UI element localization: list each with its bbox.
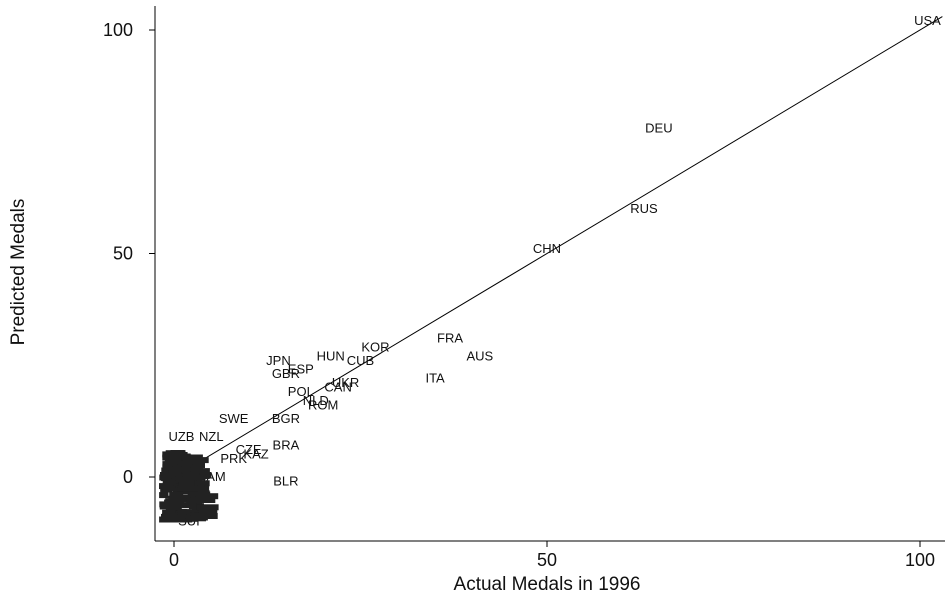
data-point-label: POL (288, 384, 314, 399)
cluster-mark (164, 460, 178, 466)
cluster-mark (164, 475, 186, 482)
data-point-label: FRA (437, 330, 463, 345)
data-point-label: BLR (273, 473, 298, 488)
cluster-mark (169, 491, 184, 498)
y-tick-label: 100 (103, 20, 133, 40)
fit-line-group (166, 16, 943, 482)
y-axis-title: Predicted Medals (8, 199, 29, 346)
data-point-label: CZE (236, 442, 262, 457)
data-point-label: NLD (303, 393, 329, 408)
cluster-mark (177, 460, 193, 467)
cluster-mark (197, 490, 207, 497)
data-point-label: ROM (308, 397, 338, 412)
cluster-mark (189, 503, 204, 510)
cluster-mark (164, 499, 184, 506)
cluster-mark (177, 485, 198, 492)
cluster-mark (189, 454, 203, 461)
cluster-mark (162, 454, 173, 461)
fit-line (166, 16, 943, 482)
data-point-label: AUS (466, 348, 493, 363)
data-point-label: DEU (645, 120, 672, 135)
data-point-label: NZL (199, 429, 224, 444)
data-point-label: RUS (630, 201, 658, 216)
cluster-mark (187, 502, 197, 509)
cluster-mark (170, 450, 185, 456)
cluster-mark (193, 480, 203, 486)
cluster-mark (172, 516, 193, 523)
cluster-mark (168, 453, 182, 460)
cluster-mark (162, 464, 173, 471)
cluster-mark (162, 485, 174, 492)
data-point-label: PRK (220, 451, 247, 466)
cluster-mark (192, 462, 205, 469)
data-point-label: CAN (324, 380, 351, 395)
cluster-mark (159, 492, 169, 499)
cluster-mark (194, 468, 204, 474)
cluster-mark (159, 516, 176, 523)
origin-point-cluster (159, 450, 219, 523)
data-point-label: BRA (273, 438, 300, 453)
data-point-label: UKR (332, 375, 359, 390)
x-tick-label: 50 (537, 550, 557, 570)
x-tick-label: 0 (169, 550, 179, 570)
data-point-label: UZB (168, 429, 194, 444)
data-point-label: HUN (317, 348, 345, 363)
cluster-mark (168, 470, 182, 477)
data-point-label: SWE (219, 411, 249, 426)
axes: 0 50 100 0 50 100 (103, 6, 945, 570)
cluster-mark (178, 480, 195, 487)
cluster-mark (176, 455, 199, 462)
y-tick-label: 0 (123, 467, 133, 487)
data-point-label: KOR (361, 339, 389, 354)
cluster-mark (177, 508, 187, 515)
data-point-label: GBR (272, 366, 300, 381)
data-point-label: JPN (266, 353, 291, 368)
cluster-mark (165, 504, 182, 511)
cluster-mark (182, 473, 200, 480)
cluster-mark (198, 507, 218, 514)
cluster-mark (185, 515, 206, 522)
cluster-mark (162, 480, 176, 487)
data-point-label: ITA (425, 371, 445, 386)
data-point-label: CUB (347, 353, 374, 368)
cluster-mark (168, 466, 191, 473)
x-tick-label: 100 (905, 550, 935, 570)
cluster-mark (165, 512, 183, 519)
data-point-label: CHN (533, 241, 561, 256)
cluster-mark (181, 494, 195, 501)
data-point-label: KAZ (243, 447, 268, 462)
x-axis-title: Actual Medals in 1996 (454, 574, 641, 595)
data-point-label: USA (914, 13, 941, 28)
y-tick-label: 50 (113, 244, 133, 264)
data-point-label: BGR (272, 411, 300, 426)
data-point-label: ESP (288, 362, 314, 377)
cluster-mark (195, 497, 216, 503)
cluster-mark (181, 512, 191, 519)
cluster-mark (197, 504, 219, 511)
